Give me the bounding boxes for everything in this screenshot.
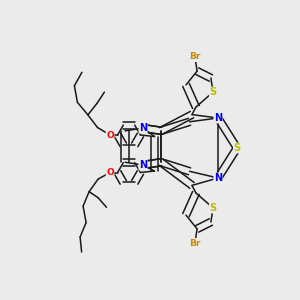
Text: S: S	[233, 143, 241, 153]
Text: Br: Br	[189, 52, 201, 62]
Text: N: N	[139, 160, 147, 170]
Text: O: O	[106, 168, 114, 177]
Text: N: N	[139, 123, 147, 133]
Text: Br: Br	[189, 238, 201, 247]
Text: O: O	[106, 130, 114, 140]
Text: S: S	[209, 87, 217, 97]
Text: N: N	[214, 173, 222, 183]
Text: N: N	[214, 113, 222, 123]
Text: S: S	[209, 203, 217, 213]
